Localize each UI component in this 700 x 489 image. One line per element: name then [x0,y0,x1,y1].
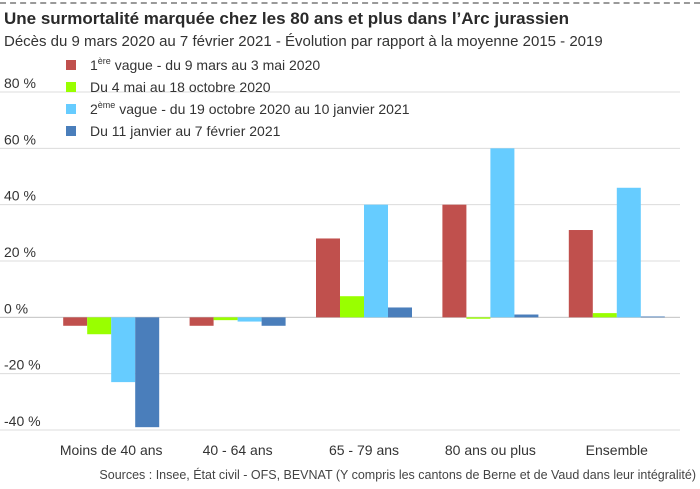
y-tick-label: 0 % [4,300,28,316]
bar [111,317,136,383]
bar [592,313,617,318]
legend-label: 1ère vague - du 9 mars au 3 mai 2020 [90,56,320,73]
bar [640,316,665,318]
top-dashed-rule [0,2,700,4]
x-category-label: 65 - 79 ans [329,442,399,458]
legend-swatch [66,104,76,114]
bar [87,317,112,335]
y-tick-label: 60 % [4,131,36,147]
bar [466,317,491,319]
bar [340,296,364,318]
bar [364,204,388,318]
bar [490,148,515,318]
y-tick-label: 80 % [4,75,36,91]
legend-swatch [66,60,76,70]
bar [514,314,539,318]
bar [213,317,238,321]
y-tick-label: -20 % [4,357,41,373]
legend-label: Du 4 mai au 18 octobre 2020 [90,79,271,95]
bar [616,187,641,318]
y-tick-label: -40 % [4,413,41,429]
source-note: Sources : Insee, État civil - OFS, BEVNA… [99,468,696,482]
x-category-label: Moins de 40 ans [60,442,163,458]
bar [442,204,467,318]
chart-title: Une surmortalité marquée chez les 80 ans… [4,9,569,28]
y-tick-label: 40 % [4,188,36,204]
bar [63,317,88,326]
x-category-label: 80 ans ou plus [445,442,536,458]
bar [568,230,593,318]
bar [388,307,412,318]
bar [135,317,160,428]
bar [261,317,286,326]
chart-subtitle: Décès du 9 mars 2020 au 7 février 2021 -… [4,33,603,50]
bar [237,317,262,322]
legend-swatch [66,126,76,136]
x-category-label: 40 - 64 ans [203,442,273,458]
x-category-label: Ensemble [586,442,648,458]
bar [189,317,214,326]
legend-label: 2ème vague - du 19 octobre 2020 au 10 ja… [90,100,410,117]
y-tick-label: 20 % [4,244,36,260]
legend-label: Du 11 janvier au 7 février 2021 [90,123,281,139]
legend-swatch [66,82,76,92]
bar [316,238,340,318]
